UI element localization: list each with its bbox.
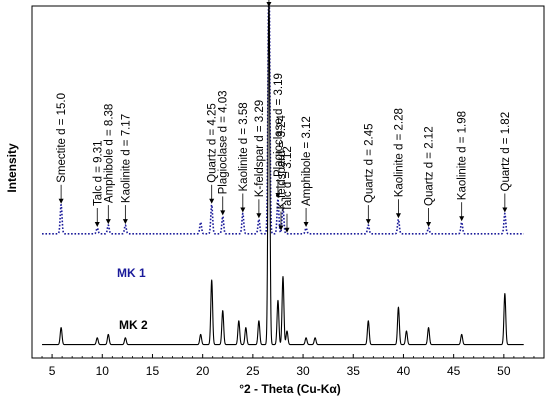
peak-annotation: Kaolinite d = 2.28: [393, 108, 405, 197]
peak-annotation: Kaolinite d = 3.58: [238, 102, 250, 191]
annotation-arrowhead: [220, 210, 226, 216]
peak-annotation: K-feldspard = 3.24: [276, 115, 288, 210]
peak-annotation: Smectite d = 15.0: [56, 93, 68, 183]
x-tick-label: 35: [347, 364, 361, 378]
annotation-arrowhead: [105, 219, 111, 225]
trace-layer: [41, 5, 525, 346]
series-label-mk1: MK 1: [117, 266, 146, 280]
series-label-mk2: MK 2: [119, 318, 148, 332]
x-axis-title: °2 - Theta (Cu-Kα): [239, 382, 341, 396]
peak-annotation: Talc d = 3.12: [282, 146, 294, 212]
annotation-arrowhead: [256, 213, 262, 219]
x-tick-label: 15: [146, 364, 160, 378]
annotation-arrowhead: [275, 193, 281, 198]
x-tick-label: 50: [497, 364, 511, 378]
annotation-arrowhead: [502, 207, 508, 213]
annotation-arrowhead: [122, 219, 128, 225]
annotation-arrowhead: [94, 222, 100, 227]
peak-annotation: Quartz d = 2.12: [424, 126, 436, 206]
peak-annotation: Amphibole d = 8.38: [103, 104, 115, 203]
annotation-arrowhead: [395, 213, 401, 219]
annotation-arrowhead: [426, 222, 432, 227]
peak-annotation: Quartz d = 4.25: [207, 103, 219, 183]
x-tick-label: 20: [196, 364, 210, 378]
annotation-arrowhead: [459, 216, 465, 222]
peak-annotation: Plagioclase d = 3.19: [273, 73, 285, 177]
annotation-arrowhead: [266, 2, 272, 7]
series-line-mk-2: [41, 5, 525, 346]
x-tick-label: 45: [447, 364, 461, 378]
annotation-arrowhead: [209, 198, 215, 204]
peak-annotation: Plagioclase d = 4.03: [218, 90, 230, 194]
annotation-arrowhead: [365, 219, 371, 225]
peak-annotation: Quartz d = 1.82: [500, 112, 512, 192]
peak-annotation: Kaolinite d = 7.17: [120, 114, 132, 203]
annotation-arrowhead: [284, 227, 290, 233]
peak-annotation: K-feldspar d = 3.29: [254, 100, 266, 198]
x-tick-label: 5: [49, 364, 56, 378]
peak-annotation: Amphibole = 3.12: [301, 116, 313, 206]
x-tick-label: 40: [397, 364, 411, 378]
peak-annotation: Kaolinite d = 1.98: [457, 111, 469, 200]
annotation-arrowhead: [278, 225, 284, 231]
annotation-arrowhead: [58, 198, 64, 204]
y-axis-title: Intensity: [5, 143, 19, 193]
annotation-arrowhead: [303, 222, 309, 227]
peak-annotation: Quartz d = 2.45: [363, 124, 375, 204]
x-tick-label: 30: [296, 364, 310, 378]
annotation-arrowhead: [240, 207, 246, 213]
axis-layer: 5 10 15 20 25 30 35 40 45 50: [31, 5, 545, 378]
plot-frame: [31, 5, 545, 359]
series-line-mk-1: [41, 5, 525, 235]
annotation-layer: Smectite d = 15.0 Talc d = 9.31 Amphibole …: [56, 0, 512, 233]
x-tick-label: 25: [246, 364, 260, 378]
peak-annotation: Talc d = 9.31: [92, 140, 104, 206]
x-tick-label: 10: [96, 364, 110, 378]
